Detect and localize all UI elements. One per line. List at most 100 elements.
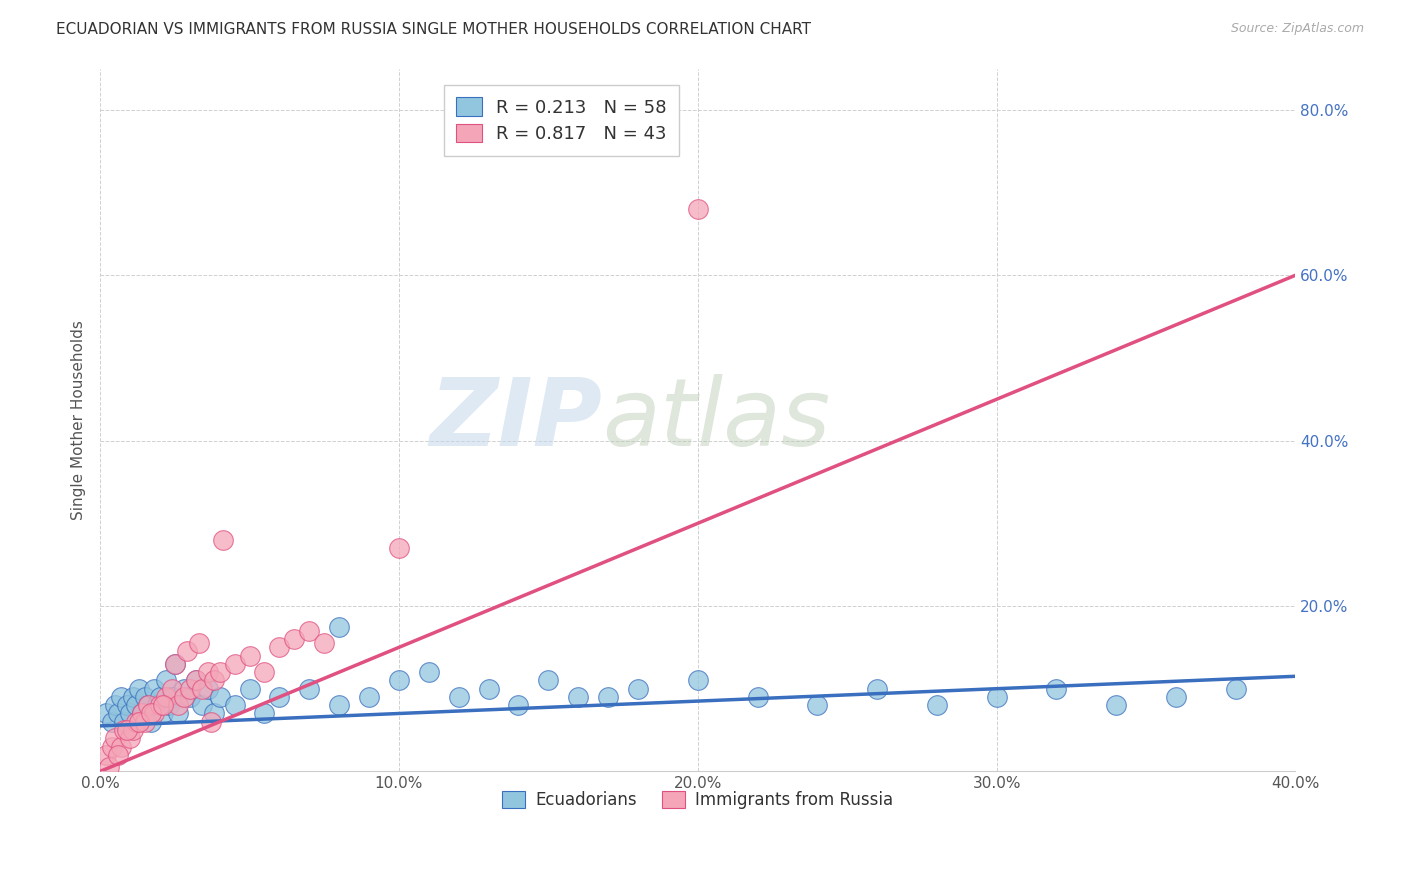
Point [98,760,121,774]
Point [115,698,138,713]
Point [238,648,260,663]
Point [101,714,124,729]
Point [112,723,135,737]
Point [112,714,135,729]
Point [125,714,148,729]
Point [139,714,162,729]
Point [146,698,169,713]
Point [163,657,186,671]
Point [253,706,276,721]
Point [208,690,231,704]
Point [166,698,188,713]
Legend: Ecuadorians, Immigrants from Russia: Ecuadorians, Immigrants from Russia [495,784,900,816]
Point [152,706,174,721]
Point [253,665,276,680]
Y-axis label: Single Mother Households: Single Mother Households [72,320,86,520]
Point [202,673,225,688]
Point [686,673,709,688]
Point [142,681,165,696]
Point [447,690,470,704]
Point [131,706,153,721]
Point [328,698,350,713]
Point [211,533,233,547]
Point [115,723,138,737]
Point [139,706,162,721]
Point [134,714,156,729]
Point [184,673,207,688]
Point [208,665,231,680]
Point [478,681,501,696]
Point [388,673,411,688]
Point [200,714,222,729]
Point [418,665,440,680]
Point [94,706,117,721]
Point [598,690,620,704]
Point [134,690,156,704]
Point [627,681,650,696]
Point [567,690,589,704]
Point [202,706,225,721]
Text: Source: ZipAtlas.com: Source: ZipAtlas.com [1230,22,1364,36]
Point [155,673,177,688]
Point [197,665,219,680]
Point [107,706,129,721]
Point [298,681,321,696]
Point [173,681,195,696]
Point [298,624,321,638]
Point [187,636,209,650]
Point [686,202,709,216]
Point [163,657,186,671]
Point [104,698,127,713]
Text: ZIP: ZIP [429,374,602,466]
Point [224,698,246,713]
Point [166,706,188,721]
Point [190,698,212,713]
Point [149,698,172,713]
Point [537,673,560,688]
Point [179,681,201,696]
Point [160,690,183,704]
Point [197,681,219,696]
Point [110,690,132,704]
Point [269,640,291,655]
Point [866,681,889,696]
Point [101,739,124,754]
Point [184,673,207,688]
Point [125,698,148,713]
Point [122,723,145,737]
Point [136,698,159,713]
Point [104,731,127,746]
Point [142,706,165,721]
Point [359,690,381,704]
Text: ECUADORIAN VS IMMIGRANTS FROM RUSSIA SINGLE MOTHER HOUSEHOLDS CORRELATION CHART: ECUADORIAN VS IMMIGRANTS FROM RUSSIA SIN… [56,22,811,37]
Point [118,706,141,721]
Point [314,636,336,650]
Point [155,690,177,704]
Point [508,698,530,713]
Point [179,690,201,704]
Point [110,739,132,754]
Point [157,698,180,713]
Point [176,644,198,658]
Point [131,706,153,721]
Point [1045,681,1067,696]
Point [1225,681,1247,696]
Point [94,747,117,762]
Point [160,681,183,696]
Point [269,690,291,704]
Point [149,690,172,704]
Point [925,698,948,713]
Point [1105,698,1128,713]
Point [747,690,769,704]
Point [283,632,305,646]
Point [1164,690,1187,704]
Point [388,541,411,555]
Point [190,681,212,696]
Point [136,698,159,713]
Point [128,681,150,696]
Point [128,714,150,729]
Point [224,657,246,671]
Point [118,731,141,746]
Point [173,690,195,704]
Point [986,690,1008,704]
